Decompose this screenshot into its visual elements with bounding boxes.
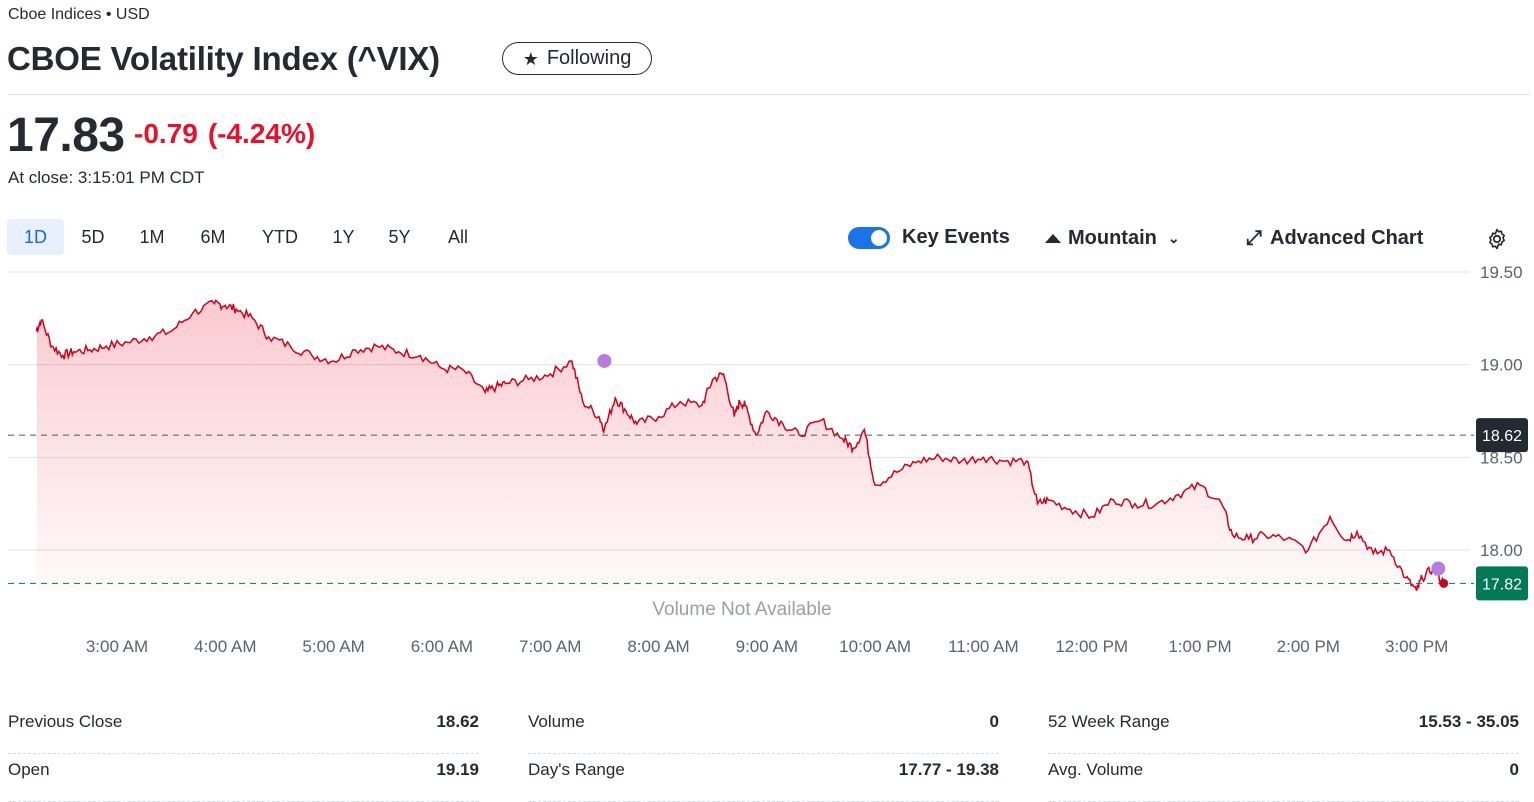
x-tick-label: 11:00 AM	[948, 637, 1019, 656]
previous-close-badge: 18.62	[1476, 418, 1528, 453]
last-point-marker	[1439, 578, 1449, 588]
key-event-marker[interactable]	[597, 353, 612, 368]
stat-previous-close: Previous Close 18.62	[8, 706, 479, 754]
chart-type-label: Mountain	[1068, 227, 1157, 249]
key-events-layer	[597, 353, 1449, 588]
close-time: At close: 3:15:01 PM CDT	[8, 168, 205, 187]
x-tick-label: 3:00 PM	[1385, 637, 1448, 656]
following-label: Following	[546, 47, 632, 69]
x-tick-label: 2:00 PM	[1277, 637, 1340, 656]
stat-value: 17.77 - 19.38	[898, 760, 999, 779]
x-tick-label: 12:00 PM	[1055, 637, 1128, 656]
stat-52-week-range: 52 Week Range 15.53 - 35.05	[1048, 706, 1519, 754]
range-5y[interactable]: 5Y	[388, 226, 411, 247]
stats-column-1: Previous Close 18.62 Open 19.19	[8, 706, 479, 802]
key-events-toggle[interactable]: Key Events	[848, 226, 1010, 249]
range-selector: 1D 5D 1M 6M YTD 1Y 5Y All	[7, 219, 488, 255]
stat-value: 19.19	[436, 760, 479, 779]
x-tick-label: 4:00 AM	[194, 637, 256, 656]
stat-avg-volume: Avg. Volume 0	[1048, 754, 1519, 802]
y-tick-label: 18.00	[1480, 541, 1523, 560]
range-1d[interactable]: 1D	[7, 219, 64, 255]
stats-column-2: Volume 0 Day's Range 17.77 - 19.38	[528, 706, 999, 802]
x-tick-label: 8:00 AM	[627, 637, 689, 656]
expand-icon: ⤢	[1246, 227, 1262, 249]
range-1m[interactable]: 1M	[139, 226, 165, 247]
stat-label: Day's Range	[528, 760, 625, 779]
previous-close-value: 18.62	[1482, 428, 1522, 445]
page-title: CBOE Volatility Index (^VIX)	[7, 40, 440, 77]
star-icon: ★	[522, 48, 539, 69]
range-6m[interactable]: 6M	[200, 226, 226, 247]
chart-type-dropdown[interactable]: Mountain ⌄	[1045, 227, 1180, 250]
stat-label: Volume	[528, 712, 585, 731]
range-ytd[interactable]: YTD	[262, 226, 298, 247]
mountain-icon	[1045, 234, 1061, 243]
x-tick-label: 3:00 AM	[86, 637, 148, 656]
stat-value: 18.62	[436, 712, 479, 731]
range-all[interactable]: All	[447, 226, 468, 247]
advanced-chart-button[interactable]: ⤢ Advanced Chart	[1246, 227, 1423, 250]
following-button[interactable]: ★ Following	[502, 42, 652, 75]
price-line	[35, 299, 1445, 592]
stat-volume: Volume 0	[528, 706, 999, 754]
x-tick-label: 9:00 AM	[736, 637, 798, 656]
key-events-label: Key Events	[902, 226, 1010, 248]
stat-days-range: Day's Range 17.77 - 19.38	[528, 754, 999, 802]
y-tick-label: 18.50	[1480, 448, 1523, 467]
y-tick-label: 19.50	[1480, 263, 1523, 282]
exchange-label: Cboe Indices • USD	[8, 6, 150, 23]
x-tick-label: 10:00 AM	[839, 637, 911, 656]
gear-icon[interactable]	[1485, 227, 1509, 251]
price-area	[36, 300, 1444, 591]
advanced-chart-label: Advanced Chart	[1270, 227, 1424, 249]
volume-note: Volume Not Available	[652, 599, 831, 620]
x-tick-label: 6:00 AM	[411, 637, 473, 656]
x-axis: 3:00 AM 4:00 AM 5:00 AM 6:00 AM 7:00 AM 8:00 …	[86, 637, 1448, 656]
last-price-value: 17.82	[1482, 576, 1522, 593]
stat-value: 15.53 - 35.05	[1418, 712, 1519, 731]
price-chart[interactable]: 19.50 19.00 18.50 18.00 3:00 AM 4:00 AM 5:00 …	[0, 255, 1534, 675]
range-5d[interactable]: 5D	[81, 226, 105, 247]
change-value: -0.79	[134, 118, 198, 149]
stat-value: 0	[989, 712, 999, 731]
toggle-switch[interactable]	[848, 226, 890, 249]
chevron-down-icon: ⌄	[1167, 230, 1180, 246]
x-tick-label: 1:00 PM	[1168, 637, 1231, 656]
stat-label: 52 Week Range	[1048, 712, 1170, 731]
header-divider	[8, 94, 1530, 95]
y-tick-label: 19.00	[1480, 356, 1523, 375]
x-tick-label: 7:00 AM	[519, 637, 581, 656]
range-1y[interactable]: 1Y	[332, 226, 355, 247]
current-price: 17.83	[7, 109, 125, 162]
stat-label: Open	[8, 760, 50, 779]
stats-column-3: 52 Week Range 15.53 - 35.05 Avg. Volume …	[1048, 706, 1519, 802]
change-percent: (-4.24%)	[207, 118, 316, 149]
key-event-marker[interactable]	[1431, 561, 1446, 576]
y-axis: 19.50 19.00 18.50 18.00	[1480, 263, 1523, 560]
stat-value: 0	[1509, 760, 1519, 779]
stat-open: Open 19.19	[8, 754, 479, 802]
stat-label: Previous Close	[8, 712, 123, 731]
last-price-badge: 17.82	[1476, 566, 1528, 601]
price-change: -0.79 (-4.24%)	[134, 118, 315, 150]
stat-label: Avg. Volume	[1048, 760, 1144, 779]
x-tick-label: 5:00 AM	[302, 637, 364, 656]
